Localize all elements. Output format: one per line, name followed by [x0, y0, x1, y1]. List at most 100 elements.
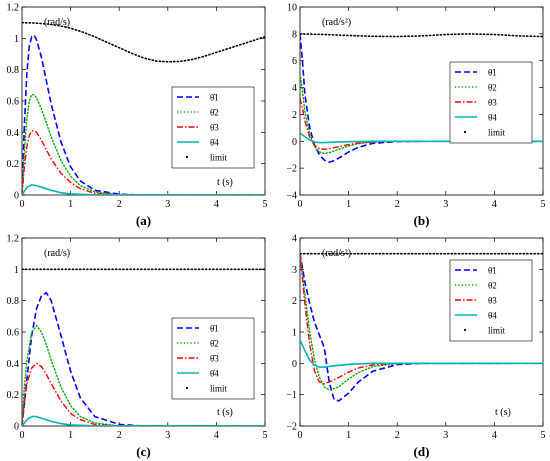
y-tick-label: 0.4	[7, 128, 20, 139]
x-tick-label: 0	[298, 430, 303, 441]
y-tick-label: 0	[292, 137, 297, 148]
legend: θ̇1 θ̇2 θ̇3 θ̇4 limit	[171, 86, 255, 169]
x-axis-label: t (s)	[217, 407, 233, 418]
y-tick-label: 1.2	[7, 3, 20, 14]
series-line-theta	[300, 253, 543, 385]
legend-label: θ̇3	[210, 354, 219, 364]
x-tick-label: 5	[263, 199, 268, 210]
legend-label: θ̇3	[210, 123, 219, 133]
series-line-limit	[22, 21, 265, 63]
legend-label: θ̇1	[210, 324, 219, 334]
legend: θ̈1 θ̈2 θ̈3 θ̈4 limit	[449, 61, 533, 144]
legend-label: limit	[488, 326, 506, 336]
legend: θ̇1 θ̇2 θ̇3 θ̇4 limit	[171, 317, 255, 400]
series-line-theta	[300, 253, 543, 391]
y-tick-label: 0.6	[7, 97, 20, 108]
x-tick-label: 5	[263, 430, 268, 441]
x-tick-label: 1	[346, 199, 351, 210]
x-tick-label: 2	[395, 430, 400, 441]
legend-label: θ̇4	[210, 138, 219, 148]
series-group	[300, 252, 543, 402]
y-tick-label: 0.8	[7, 65, 20, 76]
x-tick-label: 2	[117, 199, 122, 210]
unit-label: (rad/s²)	[322, 17, 351, 28]
legend-label: θ̇2	[210, 339, 219, 349]
legend-swatch-limit	[463, 328, 467, 332]
legend-label: limit	[210, 384, 228, 394]
x-tick-label: 4	[492, 430, 497, 441]
series-line-theta	[300, 253, 543, 402]
y-tick-label: 4	[292, 83, 297, 94]
x-tick-label: 4	[492, 199, 497, 210]
y-tick-label: −2	[286, 422, 297, 433]
panel-3: 0 1 2 3 4 500.20.40.60.811.2(rad/s)t (s)θ̇1θ̇…	[7, 234, 268, 460]
x-tick-label: 2	[395, 199, 400, 210]
series-line-theta	[22, 130, 265, 195]
x-axis-label: t (s)	[217, 177, 233, 188]
legend-label: θ̈4	[488, 311, 497, 321]
y-tick-label: 8	[292, 29, 297, 40]
y-tick-label: −4	[286, 191, 297, 202]
legend-label: θ̈2	[488, 83, 497, 93]
y-tick-label: 6	[292, 56, 297, 67]
unit-label: (rad/s)	[44, 17, 70, 28]
legend-label: θ̇4	[210, 369, 219, 379]
panel-caption: (a)	[136, 213, 151, 228]
x-tick-label: 4	[214, 199, 219, 210]
x-tick-label: 1	[68, 430, 73, 441]
y-tick-label: 0	[14, 422, 19, 433]
x-tick-label: 3	[443, 199, 448, 210]
series-line-theta	[300, 339, 543, 368]
legend-label: limit	[488, 128, 506, 138]
y-tick-label: 0.6	[7, 328, 20, 339]
y-tick-label: −1	[286, 390, 297, 401]
panel-4: 0 1 2 3 4 5 −2 −1 0 1 2 3 4 (rad/s²) t (s) θ̈1 θ̈2 θ̈3 θ̈4…	[286, 234, 545, 460]
series-group	[22, 21, 265, 195]
x-tick-label: 3	[443, 430, 448, 441]
series-line-theta	[22, 34, 265, 195]
y-tick-label: −2	[286, 164, 297, 175]
legend-label: limit	[210, 153, 228, 163]
series-group	[300, 33, 543, 163]
y-tick-label: 1	[14, 34, 19, 45]
legend-swatch-limit	[185, 386, 189, 390]
legend-label: θ̈1	[488, 266, 497, 276]
x-tick-label: 2	[117, 430, 122, 441]
series-line-theta	[22, 324, 265, 426]
y-tick-label: 2	[292, 110, 297, 121]
x-tick-label: 3	[165, 430, 170, 441]
series-line-limit	[300, 33, 543, 38]
panel-caption: (d)	[414, 444, 430, 459]
series-line-theta	[300, 132, 543, 144]
legend-label: θ̈4	[488, 113, 497, 123]
series-line-theta	[22, 415, 265, 426]
legend-label: θ̈3	[488, 98, 497, 108]
y-tick-label: 0.8	[7, 296, 20, 307]
y-tick-label: 1.2	[7, 234, 20, 245]
unit-label: (rad/s)	[44, 248, 70, 259]
x-tick-label: 3	[165, 199, 170, 210]
series-line-theta	[22, 362, 265, 426]
y-tick-label: 3	[292, 265, 297, 276]
y-tick-label: 10	[287, 3, 297, 14]
y-tick-label: 0.4	[7, 359, 20, 370]
legend-label: θ̇2	[210, 108, 219, 118]
x-tick-label: 5	[541, 199, 546, 210]
y-tick-label: 1	[14, 265, 19, 276]
legend-swatch-limit	[463, 130, 467, 134]
legend-label: θ̈3	[488, 296, 497, 306]
y-tick-label: 1	[292, 328, 297, 339]
x-tick-label: 1	[68, 199, 73, 210]
panel-1: 0 1 2 3 4 500.20.40.60.811.2(rad/s)t (s)θ̇1θ̇…	[7, 3, 268, 229]
legend-swatch-limit	[185, 155, 189, 159]
x-tick-label: 0	[298, 199, 303, 210]
series-line-theta	[22, 94, 265, 195]
series-line-theta	[300, 33, 543, 163]
y-tick-label: 0	[14, 191, 19, 202]
y-tick-label: 4	[292, 234, 297, 245]
x-tick-label: 0	[20, 199, 25, 210]
legend: θ̈1 θ̈2 θ̈3 θ̈4 limit	[449, 259, 533, 342]
x-axis-label: t (s)	[495, 407, 511, 418]
legend-label: θ̈1	[488, 68, 497, 78]
